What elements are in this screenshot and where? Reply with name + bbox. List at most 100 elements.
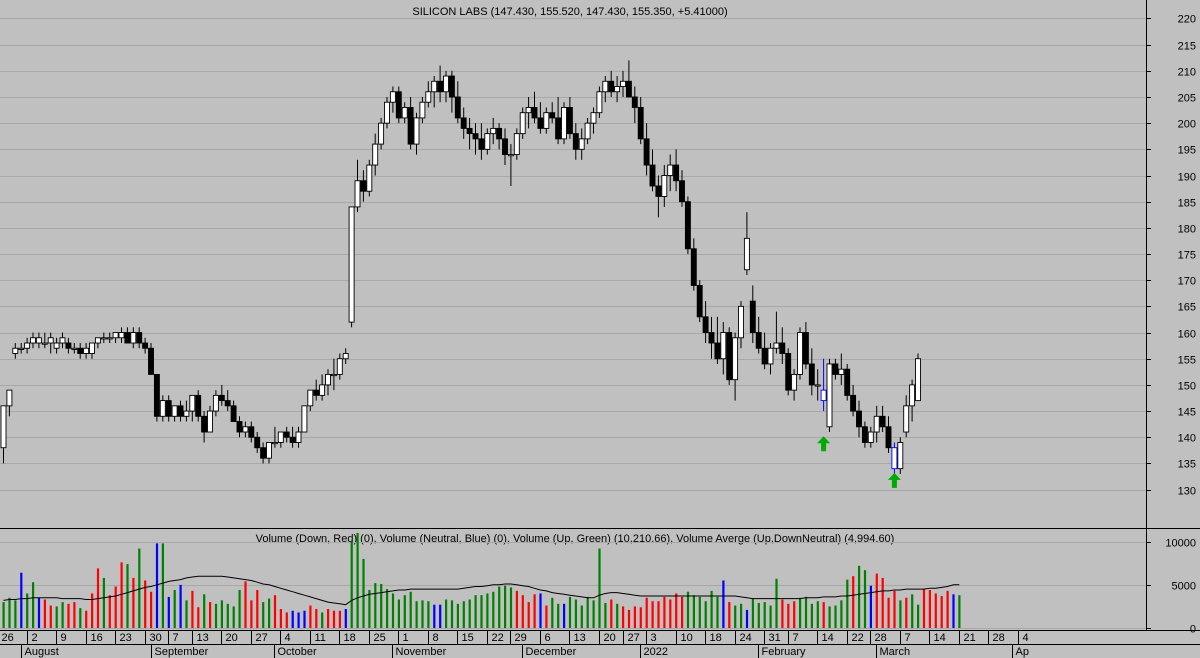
candle <box>714 316 721 364</box>
candle <box>631 86 638 124</box>
candle <box>401 102 408 124</box>
day-tick-label: 20 <box>226 632 238 644</box>
volume-bar <box>893 590 896 628</box>
candle-body-down <box>631 96 638 108</box>
candle <box>165 395 172 422</box>
price-tick-label: 210 <box>1178 67 1196 79</box>
volume-bar <box>362 558 365 628</box>
day-tick-label: 16 <box>91 632 103 644</box>
day-tick-label: 3 <box>651 632 657 644</box>
price-tick-label: 165 <box>1178 302 1196 314</box>
candle <box>41 332 48 349</box>
candle-body-up <box>814 384 821 387</box>
volume-tick-label: 0 <box>1190 624 1196 636</box>
candle <box>319 374 326 401</box>
signal-arrows <box>817 436 901 488</box>
candle-body-down <box>726 332 733 381</box>
volume-bar <box>262 602 265 628</box>
day-tick-label: 29 <box>515 632 527 644</box>
candle-body-down <box>608 80 615 93</box>
candle <box>348 206 355 328</box>
candle-body-up <box>307 389 314 407</box>
candle-body-down <box>124 332 131 344</box>
candle-body-up <box>112 332 119 339</box>
day-tick-label: 11 <box>315 632 326 644</box>
day-tick-label: 9 <box>61 632 67 644</box>
volume-bar <box>692 595 695 628</box>
volume-bar <box>604 602 607 628</box>
candle <box>755 316 762 354</box>
volume-bar <box>745 609 749 628</box>
candle <box>230 400 237 422</box>
day-tick-label: 27 <box>256 632 268 644</box>
candle <box>856 400 862 438</box>
candle-body-up <box>372 143 379 166</box>
volume-bar <box>681 596 684 628</box>
candle <box>35 332 42 349</box>
volume-bar <box>403 595 406 628</box>
candle <box>419 96 426 124</box>
volume-bar <box>303 610 306 628</box>
volume-bar <box>132 577 135 628</box>
day-tick-label: 31 <box>769 632 781 644</box>
candle-body-down <box>148 347 154 375</box>
date-axis: 26 2 9 16 23 30 7 13 20 27 4 11 18 25 1 8 15 22 29 6 13 20 27 3… <box>2 630 1029 658</box>
candle <box>384 96 390 129</box>
volume-bar <box>846 579 849 628</box>
volume-bar <box>905 597 908 628</box>
candle <box>625 60 632 98</box>
candle-body-down <box>856 410 862 428</box>
candle <box>726 327 733 385</box>
volume-bar <box>61 602 64 628</box>
volume-bar <box>592 600 595 628</box>
candle-body-down <box>177 405 184 417</box>
candle-body-up <box>584 122 591 140</box>
day-tick-label: 27 <box>628 632 640 644</box>
volume-bar <box>250 600 253 628</box>
volume-bar <box>498 586 501 628</box>
day-tick-label: 13 <box>197 632 209 644</box>
candle <box>808 348 815 396</box>
volume-bar <box>268 598 271 628</box>
price-tick-label: 215 <box>1178 41 1196 53</box>
volume-bar <box>220 600 223 628</box>
candle-body-down <box>891 447 898 470</box>
volume-bar <box>669 599 672 628</box>
candle <box>572 123 579 160</box>
candle <box>389 86 396 113</box>
volume-bar <box>751 598 754 628</box>
candle-body-up <box>419 101 426 119</box>
volume-bar <box>568 596 572 628</box>
day-tick-label: 7 <box>905 632 911 644</box>
candle <box>366 159 373 197</box>
candle-body-up <box>242 426 249 433</box>
volume-bar <box>356 533 359 628</box>
candle <box>195 390 202 422</box>
candle <box>295 426 302 448</box>
candle <box>289 426 296 448</box>
candle <box>94 337 101 349</box>
volume-bar <box>686 591 690 628</box>
candle <box>578 128 585 160</box>
volume-bar <box>533 594 536 628</box>
candle <box>702 301 709 344</box>
candle <box>478 123 485 160</box>
candle <box>537 102 544 134</box>
volume-bar <box>840 600 843 628</box>
candle-body-up <box>325 373 331 386</box>
volume-bar <box>386 589 389 628</box>
candle-body-up <box>189 394 196 412</box>
candle <box>897 437 904 474</box>
volume-bar <box>2 602 5 628</box>
volume-bar <box>421 600 424 628</box>
candle-body-down <box>690 248 697 286</box>
candle <box>189 394 196 422</box>
volume-bar <box>828 606 831 628</box>
volume-bar <box>321 612 324 628</box>
candle-body-down <box>77 347 84 354</box>
price-grid <box>0 18 1146 491</box>
volume-bar <box>191 590 194 628</box>
candle-body-up <box>71 347 78 350</box>
volume-bar <box>138 548 141 628</box>
candle <box>797 327 803 380</box>
